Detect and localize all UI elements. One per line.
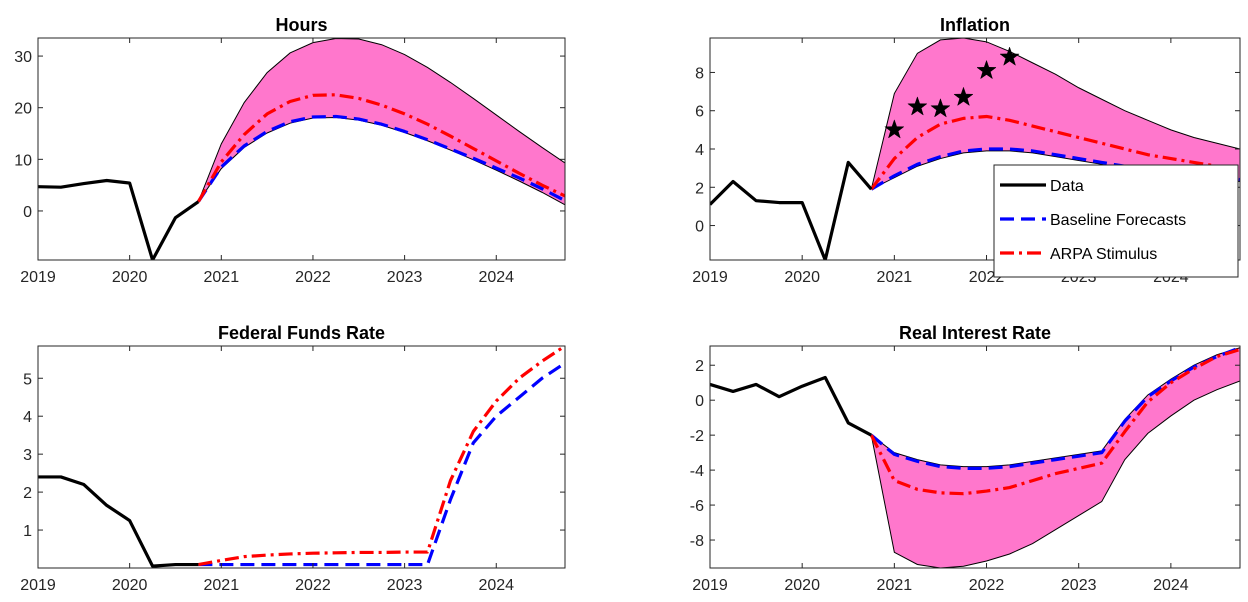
axes-box bbox=[37, 345, 566, 569]
x-tick-label: 2019 bbox=[692, 269, 728, 286]
y-tick-label: 8 bbox=[695, 65, 704, 82]
x-tick-label: 2022 bbox=[295, 269, 331, 286]
x-tick-label: 2019 bbox=[20, 269, 56, 286]
series-arpa-stimulus bbox=[198, 346, 565, 567]
x-tick-label: 2022 bbox=[295, 577, 331, 594]
series-arpa-stimulus bbox=[869, 347, 1240, 496]
confidence-band bbox=[871, 347, 1240, 568]
y-tick-label: -6 bbox=[690, 498, 704, 515]
axes-box bbox=[37, 37, 566, 261]
y-tick-label: 2 bbox=[695, 180, 704, 197]
x-tick-label: 2021 bbox=[204, 577, 240, 594]
x-tick-label: 2020 bbox=[784, 577, 820, 594]
band-lower-edge bbox=[870, 380, 1240, 568]
band-upper-edge bbox=[197, 38, 565, 202]
x-tick-label: 2024 bbox=[1153, 577, 1189, 594]
series-data bbox=[710, 375, 873, 437]
confidence-band bbox=[871, 38, 1240, 190]
y-tick-label: -2 bbox=[690, 428, 704, 445]
legend: Data Baseline Forecasts ARPA Stimulus bbox=[993, 164, 1239, 278]
x-tick-label: 2021 bbox=[204, 269, 240, 286]
series-data bbox=[710, 160, 873, 260]
x-tick-label: 2019 bbox=[20, 577, 56, 594]
x-tick-label: 2020 bbox=[112, 269, 148, 286]
panel-federal-funds-rate: Federal Funds Rate 2019 2020 2021 2022 2023 20… bbox=[20, 323, 566, 594]
series-arpa-stimulus bbox=[197, 93, 565, 203]
band-upper-edge bbox=[871, 347, 1240, 468]
y-tick-label: 4 bbox=[23, 409, 32, 426]
y-tick-label: 20 bbox=[14, 101, 32, 118]
x-tick-label: 2020 bbox=[784, 269, 820, 286]
legend-label: ARPA Stimulus bbox=[1050, 246, 1157, 263]
x-tick-label: 2022 bbox=[969, 577, 1005, 594]
series-data bbox=[38, 178, 200, 260]
y-tick-label: 4 bbox=[695, 142, 704, 159]
y-tick-label: -4 bbox=[690, 463, 704, 480]
y-tick-label: 1 bbox=[23, 523, 32, 540]
star-marker bbox=[884, 119, 905, 139]
x-tick-label: 2023 bbox=[387, 269, 423, 286]
panel-hours: Hours 2019 2020 2021 2022 2023 2024 0 10 20 30 bbox=[14, 15, 566, 286]
star-marker bbox=[976, 59, 997, 80]
x-tick-label: 2023 bbox=[387, 577, 423, 594]
y-tick-label: 2 bbox=[23, 485, 32, 502]
y-tick-label: 0 bbox=[695, 393, 704, 410]
y-tick-label: 0 bbox=[695, 219, 704, 236]
y-tick-label: 2 bbox=[695, 358, 704, 375]
x-tick-label: 2024 bbox=[478, 269, 514, 286]
chart-title: Inflation bbox=[940, 15, 1010, 35]
legend-label: Data bbox=[1050, 178, 1084, 195]
y-tick-label: 0 bbox=[23, 204, 32, 221]
chart-title: Real Interest Rate bbox=[899, 323, 1051, 343]
series-baseline-forecasts bbox=[198, 361, 565, 567]
x-tick-label: 2024 bbox=[478, 577, 514, 594]
plot-area bbox=[38, 38, 565, 260]
series-baseline-forecasts bbox=[197, 114, 565, 203]
star-marker bbox=[999, 46, 1020, 66]
y-tick-label: 30 bbox=[14, 49, 32, 66]
y-tick-label: 3 bbox=[23, 447, 32, 464]
star-marker bbox=[930, 98, 951, 118]
series-arpa-stimulus bbox=[870, 114, 1240, 191]
x-tick-label: 2021 bbox=[877, 269, 913, 286]
legend-label: Baseline Forecasts bbox=[1050, 212, 1186, 229]
y-tick-label: 6 bbox=[695, 104, 704, 121]
chart-title: Federal Funds Rate bbox=[218, 323, 385, 343]
x-tick-label: 2021 bbox=[877, 577, 913, 594]
star-marker bbox=[907, 96, 928, 116]
x-tick-label: 2020 bbox=[112, 577, 148, 594]
series-baseline-forecasts bbox=[870, 346, 1240, 470]
y-tick-label: 10 bbox=[14, 152, 32, 169]
band-upper-edge bbox=[870, 38, 1240, 190]
star-marker bbox=[953, 86, 974, 107]
chart-title: Hours bbox=[275, 15, 327, 35]
confidence-band bbox=[198, 38, 565, 205]
y-tick-label: -8 bbox=[690, 533, 704, 550]
x-tick-label: 2019 bbox=[692, 577, 728, 594]
series-data bbox=[38, 475, 199, 568]
x-tick-label: 2023 bbox=[1061, 577, 1097, 594]
plot-area bbox=[38, 346, 565, 568]
y-tick-label: 5 bbox=[23, 371, 32, 388]
plot-area bbox=[710, 346, 1240, 568]
axes-box bbox=[709, 345, 1241, 569]
